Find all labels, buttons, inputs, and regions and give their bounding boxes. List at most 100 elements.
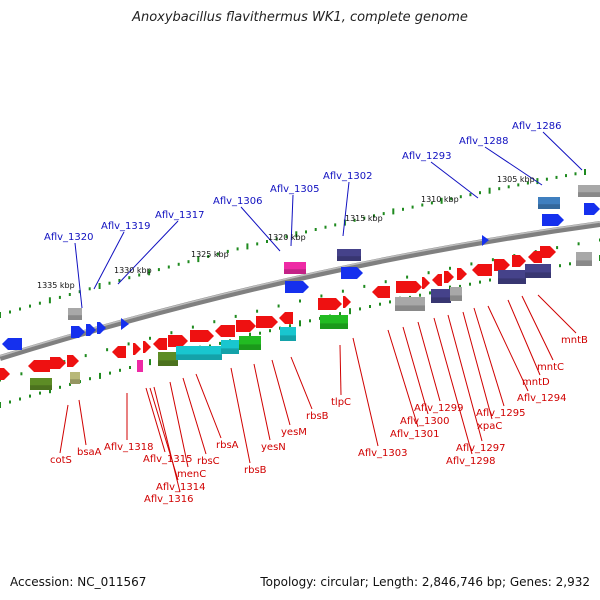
lower-tick: [269, 329, 271, 333]
gray-feature: [450, 287, 462, 301]
upper-tick: [98, 283, 101, 289]
upper-tick: [526, 181, 529, 185]
upper-tick: [167, 265, 170, 269]
green-feature: [320, 315, 348, 329]
lower-gene-label: cotS: [50, 455, 72, 466]
blue-marker: [121, 318, 129, 330]
upper-tick: [536, 178, 539, 185]
lower-leader: [462, 311, 493, 420]
cyan-feature-shade: [280, 335, 296, 341]
upper-tick: [574, 172, 577, 176]
upper-tick: [295, 231, 298, 238]
upper-tick: [256, 242, 259, 246]
upper-tick: [177, 262, 180, 266]
cds-red: [0, 368, 10, 380]
cds-red: [494, 259, 510, 271]
upper-tick: [38, 301, 41, 305]
upper-leader: [430, 161, 479, 199]
lower-gene-label: Aflv_1318: [104, 442, 154, 453]
lower-leader: [145, 387, 166, 453]
upper-tick: [78, 290, 81, 294]
upper-tick: [363, 216, 366, 220]
cyan-feature-shade: [176, 354, 222, 360]
upper-tick: [236, 247, 239, 251]
lower-gene-label: rbsB: [306, 411, 329, 422]
upper-gene-label: Aflv_1320: [44, 232, 94, 243]
upper-tick: [58, 295, 61, 299]
olive-feature: [30, 378, 52, 390]
middle-tick: [556, 246, 559, 250]
lower-gene-label: yesN: [261, 442, 286, 453]
cds-red: [190, 330, 214, 342]
blue-feature: [86, 324, 96, 336]
gray-feature: [68, 308, 82, 320]
middle-tick: [363, 284, 366, 288]
upper-leader: [290, 194, 294, 247]
accession-text: Accession: NC_011567: [10, 575, 147, 589]
lower-gene-label: Aflv_1294: [517, 393, 567, 404]
middle-tick: [20, 372, 23, 376]
upper-tick: [197, 256, 200, 263]
lower-gene-label: tlpC: [331, 397, 351, 408]
lower-leader: [387, 329, 419, 428]
upper-tick: [118, 279, 121, 282]
upper-gene-label: Aflv_1306: [213, 196, 263, 207]
cds-red: [67, 355, 79, 367]
upper-tick: [392, 208, 395, 215]
upper-tick: [430, 201, 433, 205]
blue-feature: [341, 267, 363, 279]
olive-feature: [158, 352, 178, 366]
scale-label: 1335 kbp: [37, 281, 75, 290]
upper-tick: [545, 177, 548, 181]
upper-gene-label: Aflv_1305: [270, 184, 320, 195]
lower-gene-label: Aflv_1295: [476, 408, 526, 419]
cds-red: [279, 312, 293, 324]
middle-tick: [256, 309, 259, 313]
lower-leader: [417, 321, 441, 402]
lower-tick: [19, 397, 21, 401]
lower-tick: [429, 291, 431, 295]
cds-red: [50, 357, 66, 369]
lower-tick: [59, 385, 61, 389]
upper-tick: [207, 255, 210, 258]
upper-tick: [157, 268, 160, 272]
lower-tick: [469, 282, 471, 286]
upper-leader: [342, 181, 350, 237]
upper-gene-label: Aflv_1288: [459, 136, 509, 147]
cyan-feature: [280, 327, 296, 341]
lower-tick: [459, 284, 461, 288]
upper-tick: [479, 191, 481, 195]
lower-tick: [219, 341, 221, 345]
upper-tick: [305, 230, 307, 234]
upper-tick: [68, 293, 71, 296]
scale-label: 1330 kbp: [114, 266, 152, 275]
lower-tick: [569, 262, 571, 266]
lower-tick: [309, 319, 311, 323]
lower-gene-label: Aflv_1303: [358, 448, 408, 459]
upper-tick: [148, 269, 151, 276]
lower-leader: [230, 367, 251, 464]
upper-tick: [353, 218, 356, 222]
lower-gene-label: rbsB: [244, 465, 267, 476]
cyan-feature-shade: [221, 348, 239, 354]
gray-feature-shade: [68, 315, 82, 320]
upper-tick: [382, 212, 385, 216]
upper-tick: [29, 304, 31, 308]
lower-leader: [339, 344, 342, 396]
middle-tick: [299, 299, 301, 303]
scale-labels: 1335 kbp 1330 kbp 1325 kbp 1320 kbp 1315 kbp…: [37, 175, 535, 290]
upper-gene-label: Aflv_1302: [323, 171, 373, 182]
upper-leader: [240, 206, 281, 252]
upper-leader: [117, 220, 179, 285]
upper-tick: [334, 223, 337, 227]
scale-label: 1310 kbp: [421, 195, 459, 204]
navy-feature-shade: [337, 256, 361, 261]
lower-tick: [339, 312, 341, 316]
lower-tick: [29, 394, 31, 398]
cds-red: [512, 255, 526, 267]
cds-red: [343, 296, 351, 308]
lower-tick: [479, 280, 481, 284]
olive-feature-shade: [158, 360, 178, 366]
lower-gene-label: xpaC: [477, 421, 502, 432]
